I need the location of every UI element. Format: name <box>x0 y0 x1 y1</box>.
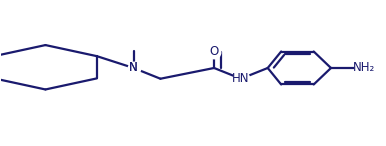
Text: O: O <box>210 45 219 58</box>
Text: NH₂: NH₂ <box>352 61 375 74</box>
Text: N: N <box>129 61 138 74</box>
Text: N: N <box>129 61 138 74</box>
Text: HN: HN <box>232 72 250 85</box>
